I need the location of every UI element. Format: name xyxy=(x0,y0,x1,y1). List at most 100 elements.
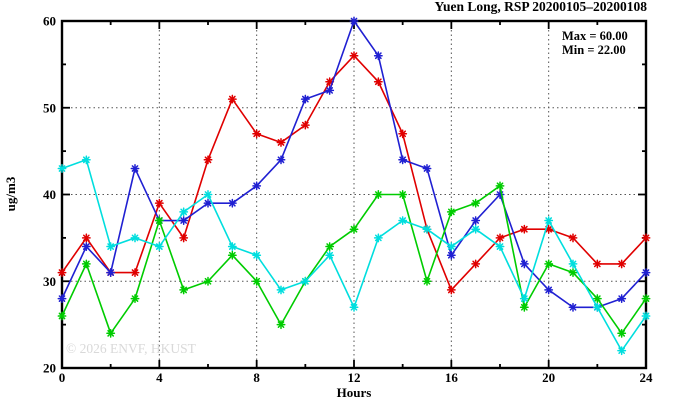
series-green-marker xyxy=(641,294,651,304)
series-red-marker xyxy=(252,129,262,139)
series-red-marker xyxy=(592,259,602,269)
series-cyan-marker xyxy=(227,242,237,251)
series-red-marker xyxy=(495,233,505,243)
y-tick-label: 30 xyxy=(43,274,56,289)
series-green-marker xyxy=(373,190,383,199)
y-tick-label: 20 xyxy=(43,361,56,376)
series-cyan-marker xyxy=(57,164,67,173)
x-tick-label: 0 xyxy=(59,370,66,385)
series-red-marker xyxy=(544,224,554,234)
series-green-marker xyxy=(568,268,578,278)
watermark: © 2026 ENVF, HKUST xyxy=(66,341,197,356)
series-cyan-marker xyxy=(519,294,529,304)
series-red-marker xyxy=(300,120,310,130)
series-red-marker xyxy=(398,129,408,139)
series-cyan-marker xyxy=(300,276,310,286)
series-green-marker xyxy=(446,207,456,217)
y-tick-label: 50 xyxy=(43,100,56,115)
series-green-marker xyxy=(325,242,335,251)
series-red-marker xyxy=(130,268,140,278)
x-tick-label: 12 xyxy=(348,370,361,385)
series-green-marker xyxy=(276,320,286,330)
series-blue-marker xyxy=(57,294,67,304)
series-cyan-marker xyxy=(252,250,262,260)
series-blue-marker xyxy=(422,164,432,173)
series-blue-marker xyxy=(276,155,286,165)
series-red-marker xyxy=(203,155,213,165)
series-blue xyxy=(57,16,651,312)
series-cyan-marker xyxy=(495,242,505,251)
series-cyan-marker xyxy=(617,346,627,356)
series-cyan xyxy=(57,155,651,356)
series-cyan-marker xyxy=(106,242,116,251)
series-red-marker xyxy=(179,233,189,243)
series-cyan-marker xyxy=(373,233,383,243)
series-cyan-marker xyxy=(179,207,189,217)
series-green-marker xyxy=(422,276,432,286)
series-red-marker xyxy=(154,198,164,208)
series-cyan-marker xyxy=(568,259,578,269)
series-green-marker xyxy=(519,302,529,312)
series-cyan-marker xyxy=(446,242,456,251)
chart-title: Yuen Long, RSP 20200105–20200108 xyxy=(434,0,647,14)
series-cyan-marker xyxy=(398,216,408,225)
series-blue-marker xyxy=(325,85,335,95)
x-tick-label: 20 xyxy=(542,370,555,385)
series-green-marker xyxy=(398,190,408,199)
series-blue-marker xyxy=(544,285,554,295)
series-red-marker xyxy=(349,51,359,61)
legend-min-value: Min = 22.00 xyxy=(562,43,626,57)
series-blue-marker xyxy=(252,181,262,191)
series-blue-marker xyxy=(130,164,140,173)
series-green-marker xyxy=(592,294,602,304)
series-green-marker xyxy=(349,224,359,234)
series-green-marker xyxy=(495,181,505,191)
y-axis-label: ug/m3 xyxy=(3,176,18,211)
x-tick-label: 8 xyxy=(253,370,260,385)
x-tick-labels: 0 4 8 12 16 20 24 xyxy=(59,370,653,385)
series-cyan-marker xyxy=(422,224,432,234)
series-green-marker xyxy=(544,259,554,269)
series-blue-marker xyxy=(179,216,189,225)
series-red-marker xyxy=(568,233,578,243)
series-cyan-marker xyxy=(544,216,554,225)
series-blue-marker xyxy=(106,268,116,278)
series-green-marker xyxy=(106,328,116,338)
series-cyan-marker xyxy=(203,190,213,199)
series-green-marker xyxy=(57,311,67,321)
series-red-marker xyxy=(57,268,67,278)
x-tick-label: 4 xyxy=(156,370,163,385)
series-green-marker xyxy=(471,198,481,208)
series-red-marker xyxy=(617,259,627,269)
series-cyan-marker xyxy=(130,233,140,243)
x-tick-label: 24 xyxy=(640,370,654,385)
series-green-marker xyxy=(179,285,189,295)
series-green-marker xyxy=(130,294,140,304)
series-blue-marker xyxy=(349,16,359,26)
gridlines xyxy=(62,21,646,368)
series-blue-marker xyxy=(641,268,651,278)
plot-layer: 0 4 8 12 16 20 24 20 30 40 50 60 xyxy=(43,14,653,386)
series-green-marker xyxy=(154,216,164,225)
series-cyan-marker xyxy=(325,250,335,260)
series-red-marker xyxy=(81,233,91,243)
series-cyan-marker xyxy=(81,155,91,165)
series-cyan-marker xyxy=(641,311,651,321)
series-blue-marker xyxy=(81,242,91,251)
y-tick-labels: 20 30 40 50 60 xyxy=(43,14,56,376)
series-cyan-marker xyxy=(276,285,286,295)
series-red xyxy=(57,51,651,295)
series-blue-marker xyxy=(446,250,456,260)
series-red-line xyxy=(61,54,647,291)
series-blue-marker xyxy=(398,155,408,165)
series-green-marker xyxy=(81,259,91,269)
series-blue-marker xyxy=(227,198,237,208)
series-green-marker xyxy=(203,276,213,286)
x-axis-label: Hours xyxy=(337,385,372,400)
series-cyan-marker xyxy=(592,302,602,312)
series-red-marker xyxy=(446,285,456,295)
series-cyan-marker xyxy=(349,302,359,312)
series-blue-marker xyxy=(471,216,481,225)
y-tick-label: 40 xyxy=(43,187,56,202)
